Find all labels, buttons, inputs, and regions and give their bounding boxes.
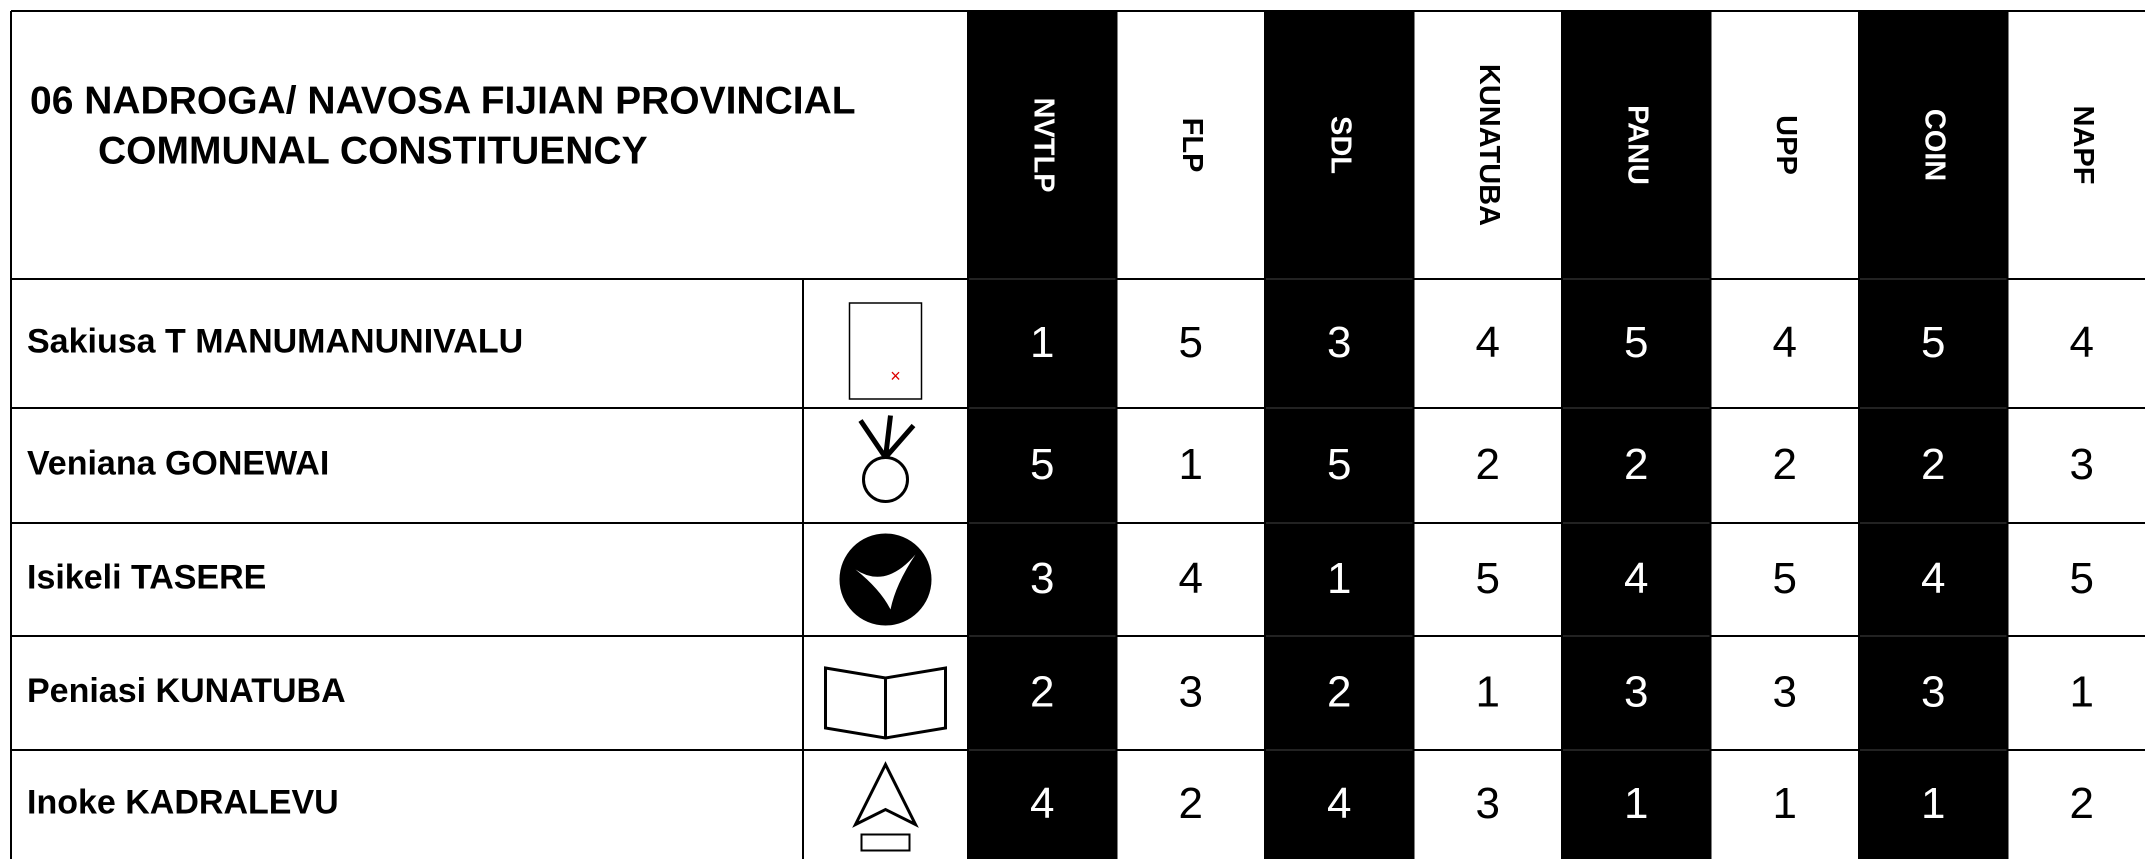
rank: 1 <box>2070 668 2094 717</box>
logo-frame <box>850 303 922 399</box>
rank: 4 <box>1624 554 1648 603</box>
candidate-name: Sakiusa T MANUMANUNIVALU <box>27 322 523 360</box>
rank: 5 <box>2070 554 2094 603</box>
title-line: 06 NADROGA/ NAVOSA FIJIAN PROVINCIAL <box>30 79 856 122</box>
party-logo <box>856 765 916 851</box>
rank: 3 <box>1030 554 1054 603</box>
party-header: SDL <box>1325 116 1357 174</box>
logo-broken: × <box>890 366 901 386</box>
rank: 5 <box>1179 318 1203 367</box>
logo-shape <box>856 765 916 825</box>
party-header: UPP <box>1770 115 1802 175</box>
party-header: COIN <box>1919 109 1951 182</box>
rank: 2 <box>2070 779 2094 828</box>
candidate-name: Inoke KADRALEVU <box>27 783 339 821</box>
rank: 1 <box>1921 779 1945 828</box>
rank: 5 <box>1624 318 1648 367</box>
logo-shape <box>861 416 914 458</box>
rank: 2 <box>1921 440 1945 489</box>
rank: 2 <box>1179 779 1203 828</box>
party-logo <box>826 668 946 738</box>
party-header: NVTLP <box>1028 97 1060 192</box>
logo-shape <box>862 835 910 851</box>
rank: 5 <box>1327 440 1351 489</box>
party-logo <box>861 416 914 502</box>
rank: 1 <box>1773 779 1797 828</box>
rank: 4 <box>1179 554 1203 603</box>
rank: 4 <box>1921 554 1945 603</box>
rank: 4 <box>1476 318 1500 367</box>
party-header: NAPF <box>2067 106 2099 185</box>
rank: 2 <box>1327 668 1351 717</box>
rank: 1 <box>1624 779 1648 828</box>
rank: 3 <box>1921 668 1945 717</box>
rank: 5 <box>1921 318 1945 367</box>
rank: 1 <box>1030 318 1054 367</box>
party-header: KUNATUBA <box>1473 64 1505 226</box>
candidate-name: Veniana GONEWAI <box>27 444 329 482</box>
rank: 3 <box>2070 440 2094 489</box>
rank: 3 <box>1624 668 1648 717</box>
rank: 2 <box>1030 668 1054 717</box>
rank: 4 <box>1030 779 1054 828</box>
candidate-name: Isikeli TASERE <box>27 558 266 596</box>
title-line: COMMUNAL CONSTITUENCY <box>98 129 648 172</box>
candidate-name: Peniasi KUNATUBA <box>27 672 346 710</box>
rank: 4 <box>2070 318 2094 367</box>
rank: 1 <box>1179 440 1203 489</box>
rank: 3 <box>1476 779 1500 828</box>
rank: 2 <box>1624 440 1648 489</box>
rank: 3 <box>1179 668 1203 717</box>
party-logo <box>840 534 932 626</box>
rank: 1 <box>1327 554 1351 603</box>
ballot-table: 06 NADROGA/ NAVOSA FIJIAN PROVINCIAL COMM… <box>0 0 2145 859</box>
rank: 2 <box>1773 440 1797 489</box>
rank: 5 <box>1476 554 1500 603</box>
party-header: PANU <box>1622 105 1654 185</box>
page: 06 NADROGA/ NAVOSA FIJIAN PROVINCIAL COMM… <box>0 0 2145 859</box>
rank: 3 <box>1327 318 1351 367</box>
party-header: FLP <box>1176 118 1208 173</box>
logo-shape <box>826 668 946 738</box>
party-logo: × <box>850 303 922 399</box>
rank: 5 <box>1773 554 1797 603</box>
rank: 5 <box>1030 440 1054 489</box>
rank: 1 <box>1476 668 1500 717</box>
rank: 3 <box>1773 668 1797 717</box>
rank: 4 <box>1773 318 1797 367</box>
rank: 2 <box>1476 440 1500 489</box>
logo-shape <box>864 458 908 502</box>
rank: 4 <box>1327 779 1351 828</box>
